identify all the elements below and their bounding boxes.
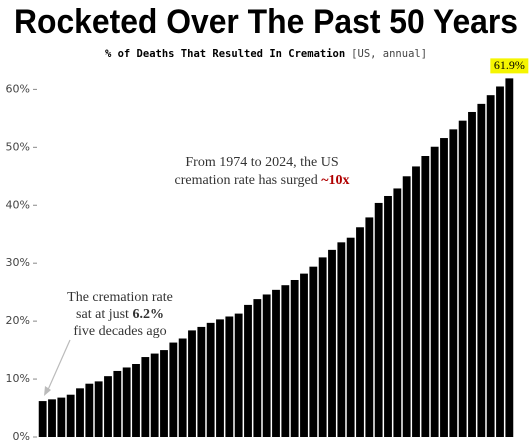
bar [197,326,206,437]
bar [430,146,439,437]
arrow-head [44,386,51,396]
bar [216,319,224,437]
bar [384,195,392,437]
subtitle-note: [US, annual] [351,48,427,60]
bar [318,257,327,437]
label-highlight [490,58,529,74]
bar [468,111,476,437]
bar [290,279,299,437]
bar [477,103,486,437]
bar [141,357,150,437]
annotation-arrow [46,339,71,393]
y-tick-label: 40% [6,198,30,211]
bar [122,367,131,437]
bar [337,242,346,437]
bar [300,273,308,437]
bar [234,313,243,437]
chart-title: Rocketed Over The Past 50 Years [14,3,518,41]
bar [440,138,448,438]
bar [253,299,262,437]
bar [225,316,234,437]
bar [496,86,504,437]
annotation: From 1974 to 2024, the US [185,155,338,170]
bar [374,202,383,437]
bar [76,388,84,437]
bar [272,289,280,437]
bar [178,338,187,437]
bar [38,401,47,437]
annotation-text: sat at just [76,307,132,322]
y-tick-label: 0% [13,430,30,442]
bar [188,330,196,437]
bar [66,394,75,437]
bar [104,376,112,437]
annotation-text: cremation rate has surged [175,173,322,188]
bar [262,294,271,437]
y-tick-label: 50% [6,140,30,153]
bar [421,156,430,437]
bar [85,383,94,437]
bar [206,322,215,437]
annotation: sat at just 6.2% [76,307,164,322]
annotation: five decades ago [73,324,166,339]
bar [309,266,318,437]
value-label: 61.9% [494,58,525,72]
bar [356,227,364,437]
annotation: cremation rate has surged ~10x [175,173,350,188]
bar [94,381,103,437]
bar [393,188,402,437]
bar [150,353,159,437]
bar [505,78,514,437]
bar [328,249,336,437]
subtitle-main: % of Deaths That Resulted In Cremation [105,48,345,60]
y-tick-label: 60% [6,82,30,95]
annotation: The cremation rate [67,290,173,305]
annotation-highlight: ~10x [321,173,349,188]
bar [365,217,374,437]
y-tick-label: 10% [6,372,30,385]
bar [402,176,411,438]
bar [486,95,495,437]
bar [57,397,66,437]
bar [281,285,290,437]
chart-subtitle: % of Deaths That Resulted In Cremation [U… [105,48,427,60]
bar [113,370,122,437]
y-tick-label: 20% [6,314,30,327]
bar [160,350,168,437]
bar [132,364,140,437]
bar [346,237,355,437]
bar [244,304,252,437]
bar [458,120,467,438]
y-tick-label: 30% [6,256,30,269]
bar [169,342,178,437]
bar [48,399,56,437]
annotation-highlight: 6.2% [132,307,164,322]
bar [449,129,458,437]
bar [412,166,420,437]
